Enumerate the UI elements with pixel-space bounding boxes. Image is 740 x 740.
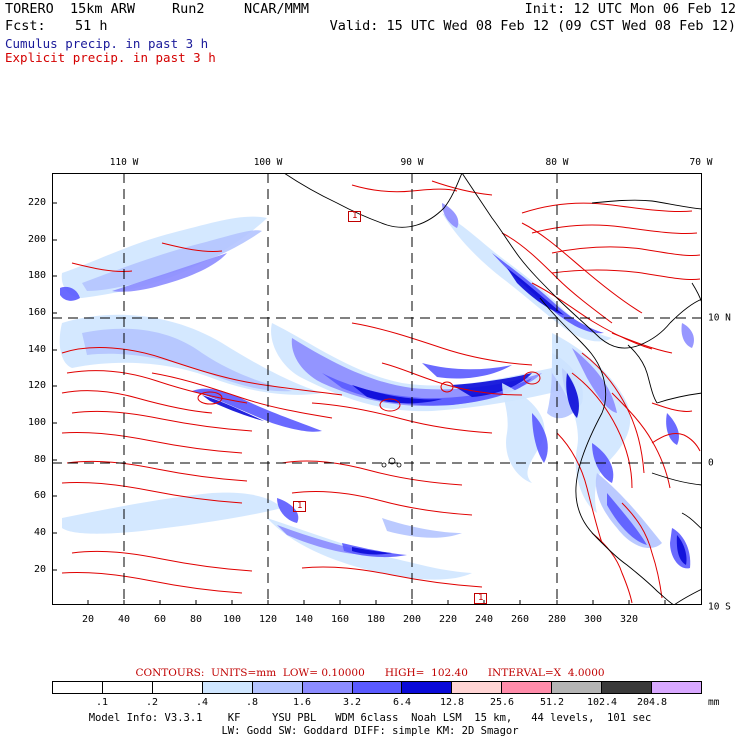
colorbar-label: 3.2 <box>342 697 362 708</box>
colorbar-swatch <box>502 682 553 693</box>
galapagos <box>381 457 402 468</box>
init-time: Init: 12 UTC Mon 06 Feb 12 <box>524 1 736 17</box>
model-info-line1: Model Info: V3.3.1 KF YSU PBL WDM 6class… <box>88 712 652 724</box>
x-tick-label: 280 <box>547 614 567 625</box>
lat-lon-grid <box>52 173 702 605</box>
colorbar-swatch <box>102 682 153 693</box>
colorbar-label: 102.4 <box>586 697 618 708</box>
colorbar-swatch <box>452 682 503 693</box>
contour-info-high: HIGH= 102.40 <box>384 667 468 679</box>
y-tick-label: 80 <box>33 454 46 465</box>
fcst-label: Fcst: <box>5 18 46 34</box>
colorbar-label: .1 <box>95 697 109 708</box>
lat-label: 0 <box>708 457 714 469</box>
y-tick-label: 20 <box>33 564 46 575</box>
x-tick-label: 180 <box>366 614 386 625</box>
lon-label: 90 W <box>400 157 424 168</box>
x-tick-label: 80 <box>189 614 203 625</box>
x-tick-label: 260 <box>510 614 530 625</box>
precip-map <box>52 173 702 605</box>
lon-label: 100 W <box>253 157 283 168</box>
y-tick-label: 220 <box>27 197 46 208</box>
run-label: Run2 <box>172 1 205 17</box>
colorbar-label: .8 <box>245 697 259 708</box>
y-tick-label: 180 <box>27 270 46 281</box>
lat-label: 10 N <box>708 312 731 324</box>
x-tick-label: 220 <box>438 614 458 625</box>
map-frame <box>52 173 702 605</box>
coastlines <box>283 173 702 605</box>
y-tick-label: 140 <box>27 344 46 355</box>
y-tick-label: 100 <box>27 417 46 428</box>
contour-marker-1: 1 <box>348 211 362 222</box>
colorbar-label: 25.6 <box>489 697 515 708</box>
y-tick-label: 40 <box>33 527 46 538</box>
colorbar-swatch <box>252 682 303 693</box>
contour-marker-3: 1 <box>474 593 488 604</box>
colorbar-label: 51.2 <box>539 697 565 708</box>
contour-info: CONTOURS: UNITS=mm LOW= 0.10000 HIGH= 10… <box>0 667 740 679</box>
contour-info-low: LOW= 0.10000 <box>282 667 365 679</box>
lon-label: 80 W <box>545 157 569 168</box>
x-tick-label: 100 <box>222 614 242 625</box>
org-label: NCAR/MMM <box>244 1 310 17</box>
colorbar-swatch <box>402 682 453 693</box>
colorbar-swatch <box>302 682 353 693</box>
colorbar-units: mm <box>708 697 720 708</box>
colorbar-swatch <box>352 682 403 693</box>
y-tick-label: 160 <box>27 307 46 318</box>
lat-label: 10 S <box>708 601 731 613</box>
y-tick-label: 60 <box>33 490 46 501</box>
fcst-hours: 51 h <box>75 18 108 34</box>
colorbar <box>52 681 702 694</box>
colorbar-swatch <box>652 682 701 693</box>
colorbar-swatch <box>552 682 603 693</box>
x-tick-label: 120 <box>258 614 278 625</box>
explicit-precip-contours <box>61 180 701 604</box>
model-info-line2: LW: Godd SW: Goddard DIFF: simple KM: 2D… <box>221 725 519 737</box>
axis-ticks <box>52 202 666 605</box>
contour-info-units: UNITS=mm <box>211 667 277 679</box>
valid-time: Valid: 15 UTC Wed 08 Feb 12 (09 CST Wed … <box>329 18 736 34</box>
x-tick-label: 60 <box>153 614 167 625</box>
x-tick-label: 300 <box>583 614 603 625</box>
x-tick-label: 20 <box>81 614 95 625</box>
x-tick-label: 320 <box>619 614 639 625</box>
field-title-explicit: Explicit precip. in past 3 h <box>5 50 216 65</box>
contour-info-label: CONTOURS: <box>135 667 205 679</box>
colorbar-swatch <box>202 682 253 693</box>
contour-marker-2: 1 <box>293 501 307 512</box>
lon-label: 70 W <box>689 157 713 168</box>
colorbar-swatch <box>602 682 653 693</box>
x-tick-label: 40 <box>117 614 131 625</box>
colorbar-label: .2 <box>145 697 159 708</box>
y-tick-label: 200 <box>27 234 46 245</box>
x-tick-label: 160 <box>330 614 350 625</box>
contour-info-interval: INTERVAL=X 4.0000 <box>487 667 605 679</box>
lon-label: 110 W <box>109 157 139 168</box>
colorbar-swatch <box>53 682 103 693</box>
model-name: TORERO 15km ARW <box>5 1 136 17</box>
colorbar-label: .4 <box>195 697 209 708</box>
colorbar-label: 204.8 <box>636 697 668 708</box>
field-title-cumulus: Cumulus precip. in past 3 h <box>5 36 209 51</box>
colorbar-label: 12.8 <box>439 697 465 708</box>
y-tick-label: 120 <box>27 380 46 391</box>
x-tick-label: 140 <box>294 614 314 625</box>
colorbar-label: 6.4 <box>392 697 412 708</box>
colorbar-label: 1.6 <box>292 697 312 708</box>
colorbar-swatch <box>152 682 203 693</box>
x-tick-label: 240 <box>474 614 494 625</box>
x-tick-label: 200 <box>402 614 422 625</box>
